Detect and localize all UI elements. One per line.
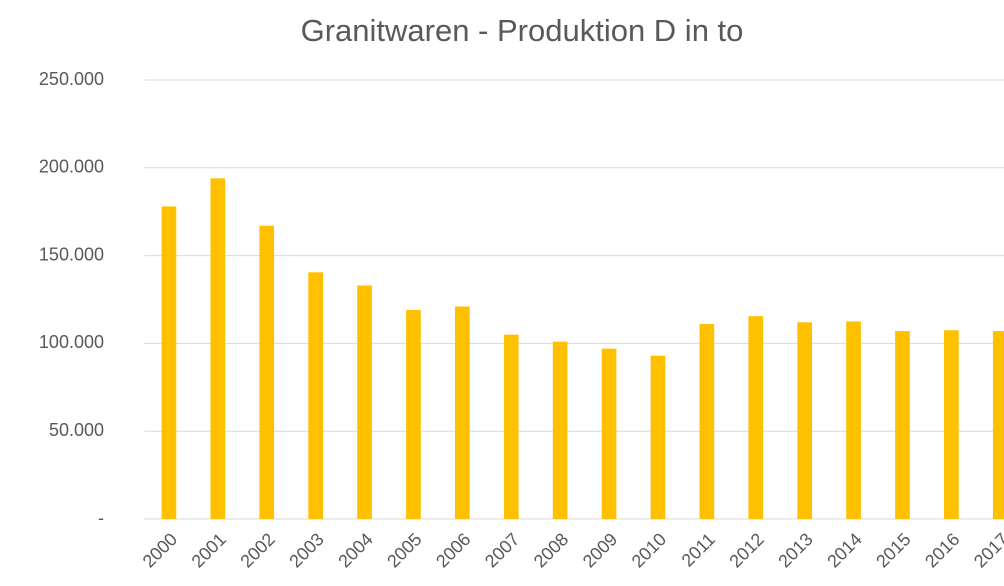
bar <box>210 178 226 519</box>
x-tick-label: 2010 <box>628 529 670 571</box>
x-tick-label: 2009 <box>579 529 621 571</box>
y-tick-label: 150.000 <box>39 244 104 264</box>
x-tick-label: 2006 <box>432 529 474 571</box>
bar <box>895 331 910 519</box>
bar <box>650 355 666 519</box>
x-tick-label: 2001 <box>188 529 230 571</box>
x-tick-label: 2005 <box>383 529 425 571</box>
x-tick-label: 2014 <box>823 529 865 571</box>
bar <box>601 348 617 519</box>
x-tick-label: 2003 <box>285 529 327 571</box>
bar <box>797 322 812 519</box>
x-tick-label: 2008 <box>530 529 572 571</box>
y-tick-label: 200.000 <box>39 157 104 177</box>
bar <box>161 206 177 519</box>
bar <box>699 324 715 519</box>
x-tick-label: 2013 <box>774 529 816 571</box>
bar <box>259 225 275 520</box>
x-tick-label: 2000 <box>139 529 181 571</box>
chart-title: Granitwaren - Produktion D in to <box>301 13 744 48</box>
bar <box>944 330 959 519</box>
bar <box>406 310 421 519</box>
x-tick-label: 2002 <box>236 529 278 571</box>
x-tick-label: 2012 <box>725 529 767 571</box>
y-tick-label: 50.000 <box>49 420 104 440</box>
y-tick-label: - <box>98 508 104 528</box>
x-tick-label: 2016 <box>921 529 963 571</box>
y-tick-label: 250.000 <box>39 69 104 89</box>
bar <box>748 316 764 519</box>
x-tick-label: 2011 <box>678 529 720 571</box>
bar <box>992 331 1004 519</box>
y-tick-label: 100.000 <box>39 332 104 352</box>
x-tick-label: 2004 <box>334 529 376 571</box>
bar <box>846 321 861 519</box>
x-tick-label: 2007 <box>481 529 523 571</box>
x-tick-label: 2017 <box>970 529 1004 571</box>
bar <box>308 272 323 519</box>
x-tick-label: 2015 <box>872 529 914 571</box>
bar <box>552 341 568 519</box>
bar <box>357 285 372 519</box>
bar <box>503 334 519 519</box>
bar <box>455 306 470 519</box>
